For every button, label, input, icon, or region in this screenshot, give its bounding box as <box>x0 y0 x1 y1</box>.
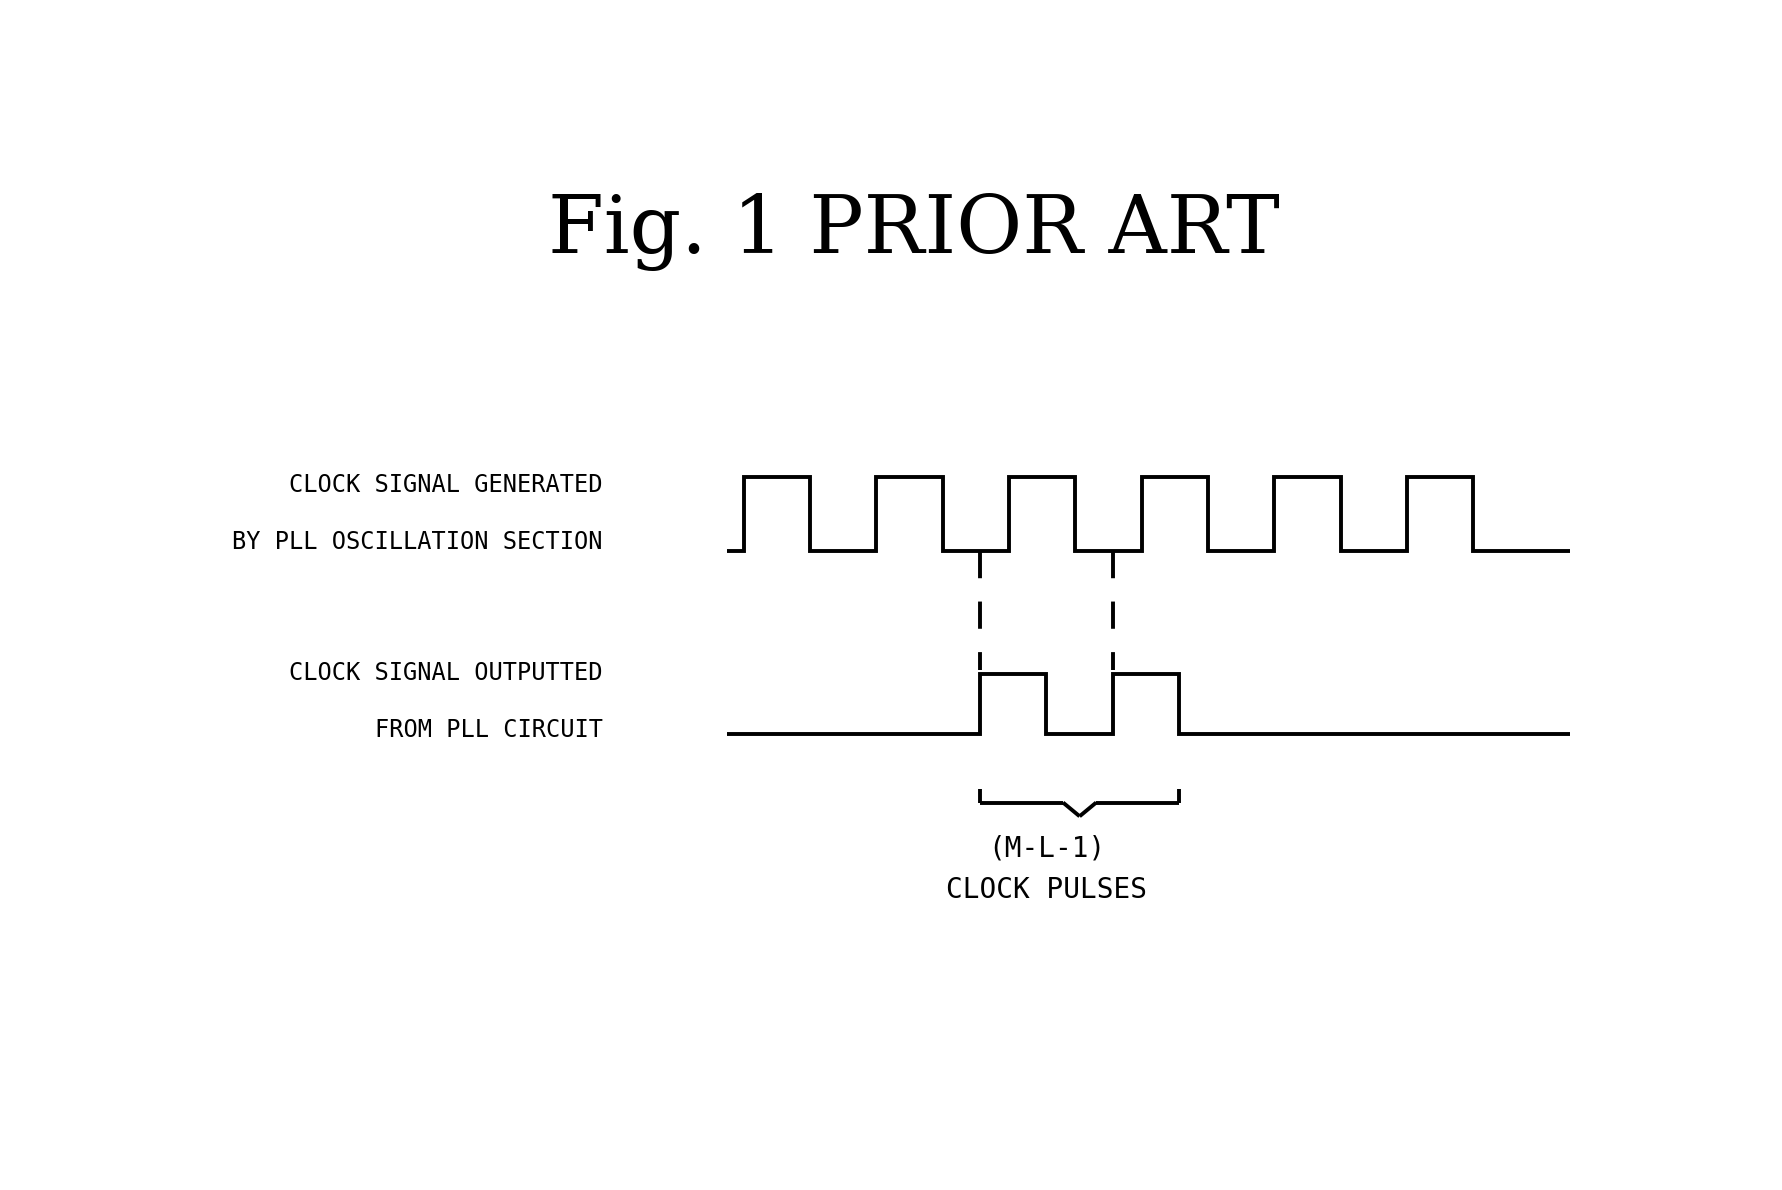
Text: Fig. 1 PRIOR ART: Fig. 1 PRIOR ART <box>547 193 1279 271</box>
Text: CLOCK SIGNAL OUTPUTTED: CLOCK SIGNAL OUTPUTTED <box>289 662 602 685</box>
Text: FROM PLL CIRCUIT: FROM PLL CIRCUIT <box>374 719 602 743</box>
Text: CLOCK SIGNAL GENERATED: CLOCK SIGNAL GENERATED <box>289 474 602 497</box>
Text: CLOCK PULSES: CLOCK PULSES <box>946 876 1146 904</box>
Text: (M-L-1): (M-L-1) <box>987 834 1105 863</box>
Text: BY PLL OSCILLATION SECTION: BY PLL OSCILLATION SECTION <box>232 531 602 555</box>
